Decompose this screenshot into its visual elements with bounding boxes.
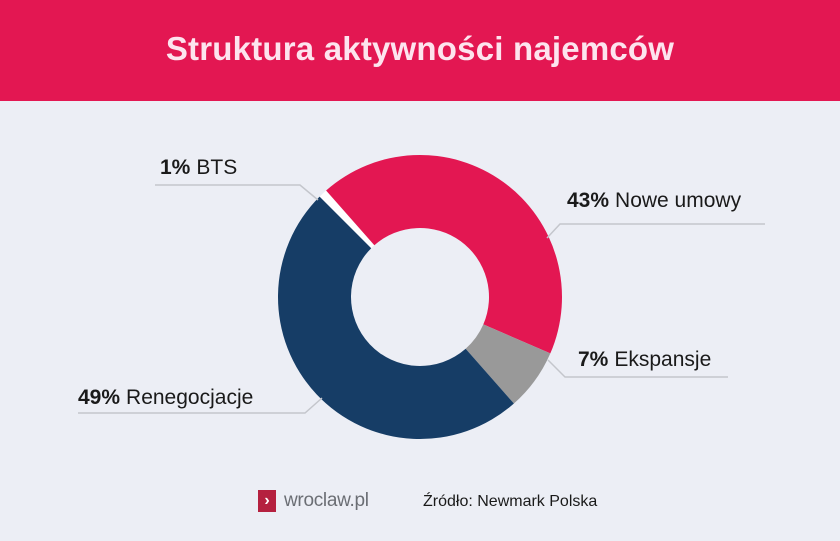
- label-nowe-umowy: 43% Nowe umowy: [567, 189, 741, 213]
- slice-nowe-umowy: [326, 154, 563, 354]
- label-nowe-name: Nowe umowy: [615, 189, 742, 212]
- label-ekspansje-name: Ekspansje: [614, 348, 712, 371]
- chevron-right-icon: ›: [258, 490, 276, 512]
- label-ekspansje-pct: 7%: [578, 348, 609, 371]
- wroclaw-logo[interactable]: › wroclaw.pl: [258, 490, 369, 512]
- chart-title: Struktura aktywności najemców: [165, 30, 675, 67]
- slice-renegocjacje: [278, 196, 514, 439]
- label-ekspansje: 7% Ekspansje: [578, 348, 711, 372]
- label-nowe-pct: 43%: [567, 189, 610, 212]
- label-renegocjacje: 49% Renegocjacje: [78, 386, 253, 410]
- leader-lines: [78, 184, 765, 414]
- slice-bts: [319, 190, 375, 249]
- donut-slices: [278, 154, 563, 439]
- label-renegocjacje-pct: 49%: [78, 386, 121, 409]
- source-note: Źródło: Newmark Polska: [423, 493, 598, 510]
- label-bts-pct: 1%: [160, 156, 191, 179]
- title-banner: [0, 0, 840, 101]
- slice-ekspansje: [465, 324, 551, 404]
- label-renegocjacje-name: Renegocjacje: [126, 386, 254, 409]
- label-bts-name: BTS: [196, 156, 238, 179]
- label-bts: 1% BTS: [160, 156, 237, 180]
- logo-text: wroclaw.pl: [284, 490, 369, 511]
